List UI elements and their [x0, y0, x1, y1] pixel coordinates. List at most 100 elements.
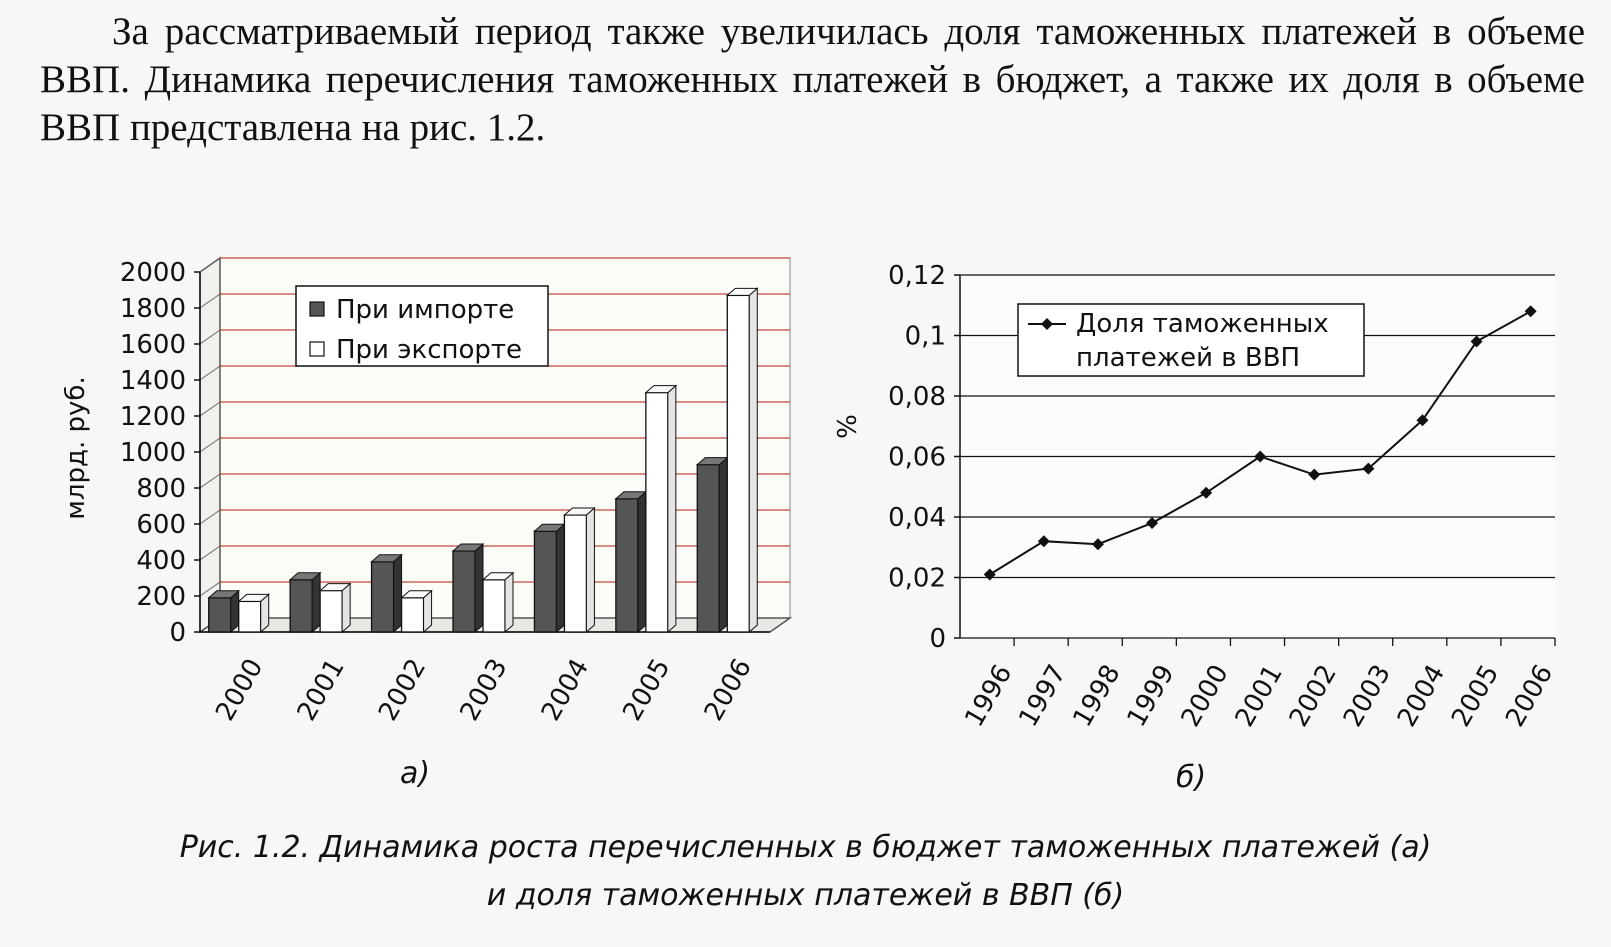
bar-export-top [400, 590, 433, 599]
bar-export [563, 514, 588, 633]
y-axis-label: млрд. руб. [61, 376, 91, 519]
y-gridline-side [199, 401, 221, 417]
y-tick-label: 0,1 [905, 322, 946, 352]
bar-export [726, 294, 750, 633]
legend-entry-line2: платежей в ВВП [1076, 343, 1300, 373]
legend-entry: При экспорте [336, 335, 522, 365]
data-point-marker [1362, 462, 1375, 475]
y-gridline-side [199, 545, 221, 561]
y-tick-label: 1600 [120, 330, 186, 360]
bar-import [533, 530, 558, 633]
x-tick-label: 1997 [1013, 660, 1072, 732]
bar-export-side [504, 571, 514, 634]
data-point-marker [1200, 486, 1213, 499]
figure-caption-line2: и доля таможенных платежей в ВВП (б) [486, 878, 1125, 913]
bar-import-side [393, 553, 403, 634]
x-tick-label: 2003 [455, 654, 514, 726]
bar-import-side [637, 490, 647, 634]
legend-marker [1041, 318, 1053, 330]
bar-export-side [667, 384, 677, 634]
y-gridline-side [199, 329, 221, 345]
bar-import-top [370, 554, 403, 563]
bar-export-top [318, 583, 352, 592]
y-tick-label: 1800 [120, 294, 186, 324]
bar-import-side [555, 523, 565, 634]
y-tick-label: 600 [136, 510, 186, 540]
y-tick-label: 1400 [120, 366, 186, 396]
legend-entry: При импорте [336, 295, 514, 325]
x-tick-label: 2001 [292, 654, 351, 726]
bar-export-top [237, 593, 271, 602]
y-gridline-side [199, 257, 221, 273]
y-gridline-side [199, 365, 221, 381]
y-tick-label: 0,04 [888, 503, 946, 533]
data-point-marker [1470, 335, 1483, 348]
figure-caption-line1: Рис. 1.2. Динамика роста перечисленных в… [179, 830, 1432, 865]
bar-import-side [311, 571, 321, 634]
bar-export-side [748, 287, 758, 634]
y-axis-label: % [833, 414, 863, 439]
bar-export [482, 579, 506, 633]
x-tick-label: 2005 [617, 654, 676, 726]
y-tick-label: 0,02 [888, 564, 946, 594]
bar-export [319, 589, 343, 633]
legend-swatch [309, 301, 325, 317]
x-tick-label: 2003 [1338, 660, 1397, 732]
x-tick-label: 2000 [1176, 660, 1235, 732]
bar-export [238, 600, 262, 633]
bar-import-side [474, 542, 484, 634]
y-tick-label: 1000 [120, 438, 186, 468]
x-tick-label: 2006 [699, 654, 758, 726]
bar-import [696, 463, 720, 633]
bar-export-top [644, 385, 678, 394]
intro-paragraph: За рассматриваемый период также увеличил… [40, 10, 1585, 149]
bar-import-top [288, 572, 322, 581]
bar-import [208, 597, 232, 633]
subplot-b-label: б) [1176, 760, 1207, 795]
y-gridline-side [199, 473, 221, 489]
bar-import [615, 498, 639, 633]
data-point-marker [1037, 535, 1050, 548]
legend-box [1017, 303, 1365, 377]
y-tick-label: 800 [136, 474, 186, 504]
y-tick-label: 2000 [120, 258, 186, 288]
subplot-a-label: а) [400, 756, 431, 791]
bar-import [289, 579, 313, 633]
bar-chart: 0 200 400 600 800 1000 1200 1400 1600 1800 2000 млр… [61, 256, 793, 726]
y-tick-label: 200 [136, 582, 186, 612]
legend-entry-line1: Доля таможенных [1076, 309, 1329, 339]
y-gridline-side [199, 293, 221, 309]
legend-swatch [309, 341, 325, 357]
bar-import-top [451, 543, 485, 552]
x-tick-label: 2006 [1500, 660, 1559, 732]
x-tick-label: 1998 [1067, 660, 1126, 732]
x-tick-label: 1999 [1122, 660, 1181, 732]
x-tick-label: 1996 [959, 660, 1018, 732]
data-point-marker [1416, 414, 1429, 427]
x-tick-label: 2004 [1392, 660, 1451, 732]
x-tick-label: 2002 [1284, 660, 1343, 732]
data-point-marker [1524, 305, 1537, 318]
y-tick-label: 0 [169, 618, 186, 648]
y-tick-label: 0,12 [888, 261, 946, 291]
data-point-marker [983, 568, 996, 581]
y-gridline-side [199, 509, 221, 525]
y-tick-label: 0,06 [888, 443, 946, 473]
bar-export [645, 391, 669, 633]
bar-import [452, 550, 476, 633]
bar-export-top [725, 287, 759, 296]
y-gridline-side [199, 581, 221, 597]
x-tick-label: 2004 [536, 654, 595, 726]
x-tick-label: 2001 [1230, 660, 1289, 732]
line-chart: 0 0,02 0,04 0,06 0,08 0,1 0,12% 199619971998199… [833, 261, 1559, 732]
bar-export-side [585, 506, 595, 634]
legend-box [295, 285, 549, 367]
bar-import-top [207, 590, 241, 599]
bar-import-side [718, 456, 728, 634]
y-gridline-side [199, 437, 221, 453]
data-point-marker [1308, 468, 1321, 481]
bar-export-side [341, 582, 351, 634]
data-point-marker [1254, 450, 1267, 463]
y-tick-label: 0 [929, 624, 946, 654]
